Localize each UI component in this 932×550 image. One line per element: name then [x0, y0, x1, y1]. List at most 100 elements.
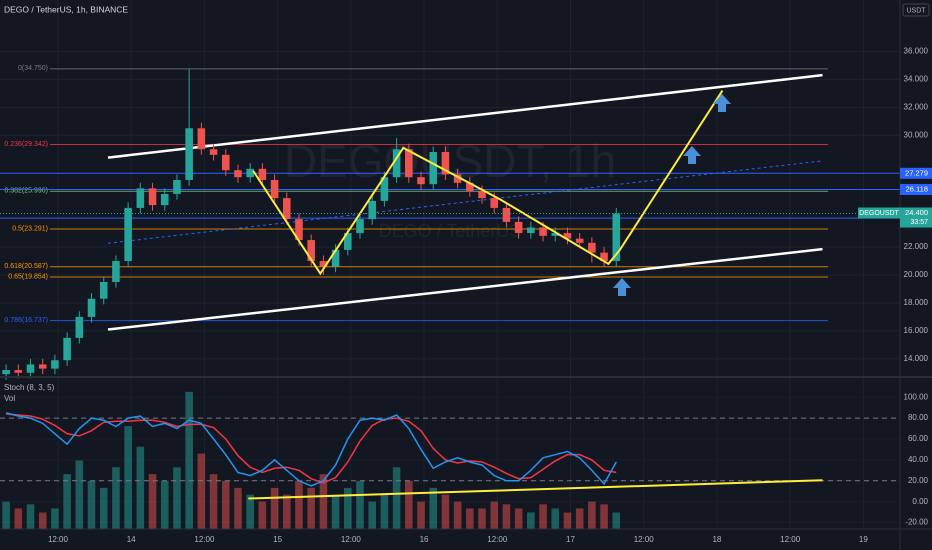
stoch-title: Stoch (8, 3, 5)	[4, 383, 55, 392]
volume-bar	[441, 494, 450, 529]
volume-bar	[173, 467, 181, 529]
y-tick-label: 20.00	[908, 476, 929, 485]
candle-body	[612, 213, 621, 262]
arrows	[613, 94, 731, 296]
volume-bar	[588, 501, 596, 529]
y-tick-label: 36.000	[904, 47, 929, 56]
currency: USDT	[906, 7, 926, 14]
candle-body	[331, 249, 340, 267]
candle-body	[453, 174, 462, 183]
stoch-trendline	[248, 479, 823, 500]
y-tick-label: 30.000	[904, 130, 929, 139]
candle-body	[502, 207, 511, 222]
volume-bar	[563, 512, 572, 529]
volume-bar	[539, 504, 547, 529]
y-tick-label: 14.000	[904, 354, 929, 363]
x-tick-label: 12:00	[780, 535, 801, 544]
currency-box	[902, 3, 930, 17]
candle-body	[539, 227, 547, 236]
candle-body	[51, 360, 59, 369]
x-tick-label: 16	[420, 535, 429, 544]
candle-body	[478, 191, 486, 199]
volume-bar	[405, 481, 413, 529]
vol-title: Vol	[4, 394, 15, 403]
candle-body	[185, 128, 193, 180]
candle-body	[405, 149, 413, 178]
candle-body	[26, 364, 35, 373]
fib-label: 0.236(29.342)	[4, 141, 48, 148]
volume-bar	[453, 501, 462, 529]
volume-bar	[344, 487, 352, 529]
candle-body	[197, 128, 206, 150]
candle-body	[380, 177, 389, 201]
symbol-badge	[858, 207, 900, 219]
x-tick-label: 12:00	[634, 535, 655, 544]
candle-body	[221, 154, 230, 171]
volume-bar	[514, 508, 523, 529]
up-arrow	[613, 278, 631, 296]
volume-bar	[368, 501, 376, 529]
volume-bar	[136, 446, 145, 529]
x-tick-label: 15	[273, 535, 282, 544]
candle-body	[112, 261, 120, 282]
y-tick-label: 100.00	[904, 392, 929, 401]
candle-body	[148, 188, 157, 206]
volume-bar	[527, 512, 535, 529]
x-tick-label: 19	[859, 535, 868, 544]
up-arrow	[713, 94, 731, 112]
candle-body	[99, 281, 108, 299]
watermark: DEGOUSDT, 1h	[284, 135, 616, 187]
candle-body	[14, 370, 23, 373]
candle-body	[136, 188, 145, 208]
volume-bar	[87, 481, 96, 529]
candle-body	[575, 238, 584, 243]
candle-body	[173, 179, 181, 194]
volume-bar	[417, 501, 425, 529]
volume-bar	[63, 474, 71, 529]
y-tick-label: 60.00	[908, 434, 929, 443]
stoch-line	[5, 412, 617, 487]
volume-bar	[258, 501, 267, 529]
channel-line	[107, 73, 823, 159]
volume-bar	[221, 481, 230, 529]
volume-bar	[380, 494, 389, 529]
up-arrow	[683, 146, 701, 164]
candle-body	[209, 149, 218, 155]
candle-body	[87, 298, 96, 317]
volume-bar	[600, 504, 608, 529]
volume-bar	[51, 508, 59, 529]
volume-bar	[160, 481, 169, 529]
y-tick-label: 20.000	[904, 270, 929, 279]
candle-body	[563, 233, 572, 239]
candle-body	[124, 207, 132, 262]
volume-bar	[270, 487, 279, 529]
candle-body	[234, 170, 242, 178]
fib-label: 0.382(25.996)	[4, 188, 48, 195]
volume-bar	[319, 474, 328, 529]
y-tick-label: 22.000	[904, 242, 929, 251]
candle-body	[417, 177, 425, 185]
candle-body	[600, 252, 608, 262]
candle-body	[38, 364, 47, 369]
candle-body	[368, 200, 376, 220]
y-tick-label: 16.000	[904, 326, 929, 335]
volume-bar	[112, 467, 120, 529]
grid	[0, 0, 900, 529]
symbol-badge-label: DEGOUSDT	[859, 210, 899, 217]
y-tick-label: 34.000	[904, 74, 929, 83]
x-tick-label: 17	[566, 535, 575, 544]
y-tick-label: 40.00	[908, 455, 929, 464]
y-tick-label: 32.000	[904, 102, 929, 111]
price-badge	[900, 184, 932, 196]
volume-bar	[197, 453, 206, 529]
volume-bar	[2, 501, 10, 529]
candle-body	[246, 168, 254, 178]
candle-body	[258, 168, 267, 180]
volume-bar	[234, 487, 242, 529]
volume-bar	[575, 508, 584, 529]
candle-body	[490, 198, 499, 208]
candle-body	[344, 233, 352, 250]
candle-body	[307, 240, 315, 262]
volume-bar	[551, 508, 560, 529]
